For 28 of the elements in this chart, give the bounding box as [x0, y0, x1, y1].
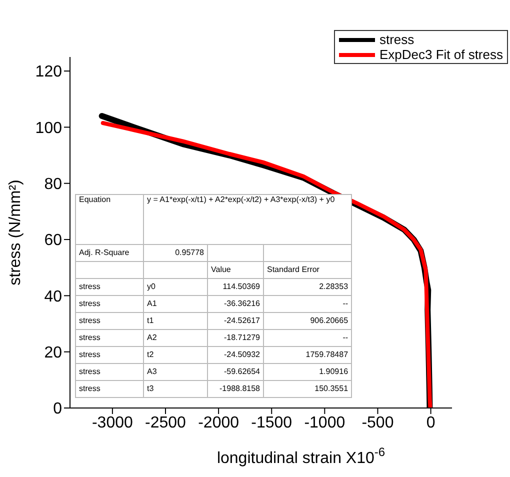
- x-tick-label: -2000: [198, 414, 240, 432]
- text: stress A1 -36.36216 --: [79, 299, 348, 308]
- text: stress A3 -59.62654 1.90916: [79, 367, 348, 376]
- text: Adj. R-Square 0.95778: [79, 248, 204, 257]
- legend-label: stress: [379, 32, 414, 47]
- y-tick-label: 40: [44, 288, 62, 306]
- x-tick-label: -1500: [251, 414, 292, 432]
- y-axis-title: stress (N/mm²): [7, 180, 24, 286]
- x-tick-label: 0: [426, 414, 436, 432]
- text: stress t1 -24.52617 906.20665: [79, 316, 348, 325]
- y-tick-label: 0: [53, 400, 62, 418]
- text: Value Standard Error: [211, 265, 320, 274]
- text: Equation y = A1*exp(-x/t1) + A2*exp(-x/t2) + A3*exp(-x/t3) + y0: [79, 195, 335, 204]
- y-tick-label: 100: [35, 120, 62, 137]
- x-tick-label: -1000: [304, 414, 346, 432]
- text: stress t3 -1988.8158 150.3551: [79, 384, 348, 393]
- x-tick-label: -3000: [92, 414, 134, 432]
- legend-label: ExpDec3 Fit of stress: [379, 47, 503, 62]
- y-tick-label: 60: [44, 232, 62, 250]
- x-axis-title: longitudinal strain X10$^{-6}$: [216, 445, 386, 467]
- y-tick-label: 20: [44, 344, 62, 362]
- x-tick-label: -2500: [145, 414, 186, 432]
- y-tick-label: 120: [35, 64, 62, 81]
- text: stress t2 -24.50932 1759.78487: [79, 350, 348, 359]
- x-tick-label: -500: [362, 414, 394, 432]
- y-tick-label: 80: [44, 176, 62, 194]
- text: stress y0 114.50369 2.28353: [79, 282, 348, 291]
- text: stress A2 -18.71279 --: [79, 333, 348, 342]
